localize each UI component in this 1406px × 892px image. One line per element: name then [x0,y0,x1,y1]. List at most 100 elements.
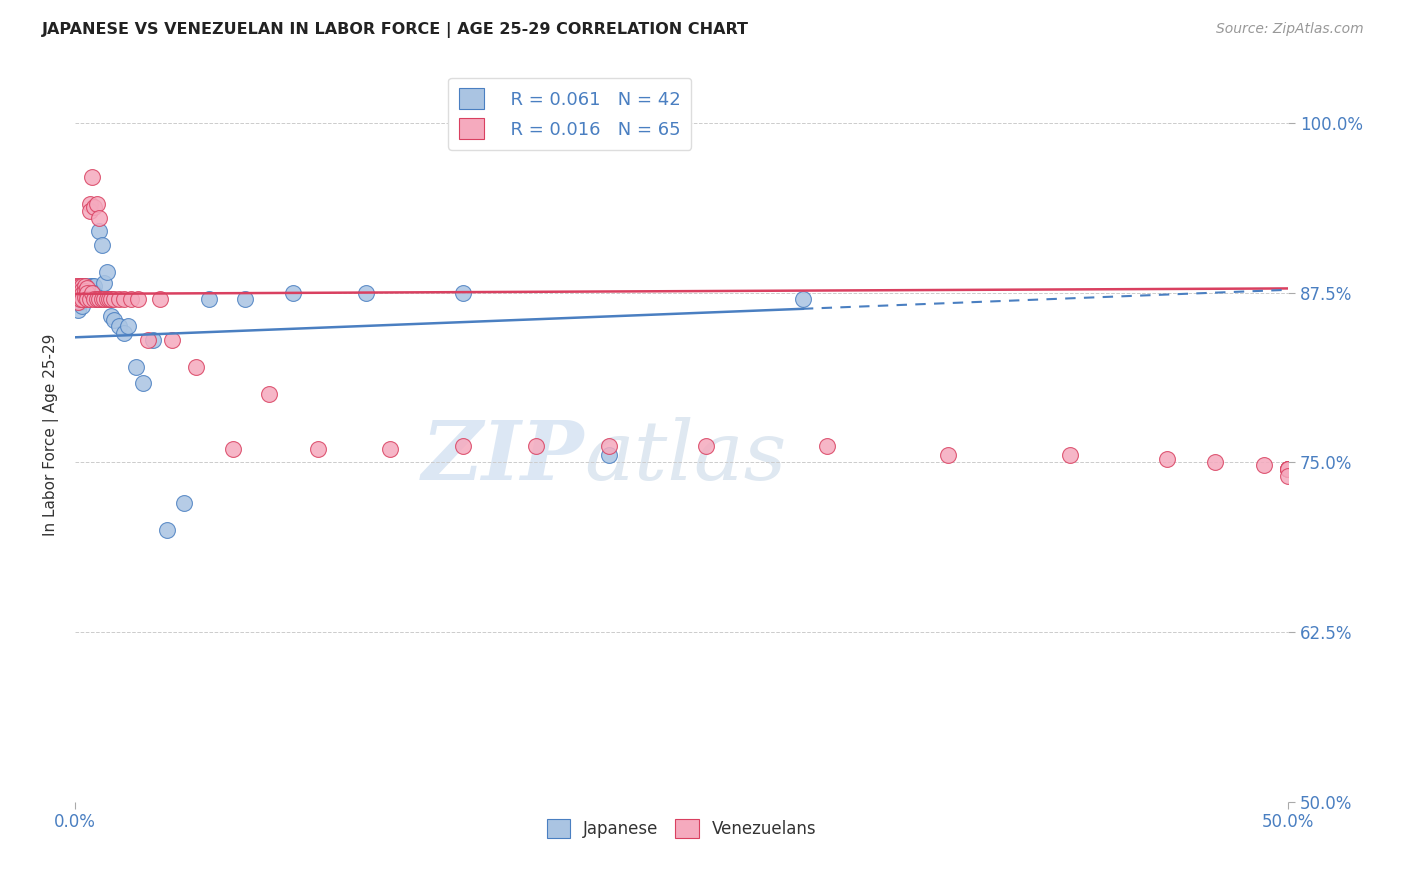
Point [598,449,620,463]
Point [76,285,98,300]
Point [598,439,620,453]
Point [1277,468,1299,483]
Point [125,360,148,375]
Point [66,285,89,300]
Point [103,293,125,307]
Point [76,281,98,295]
Point [98,293,121,307]
Point [86,293,108,307]
Point [89,293,111,307]
Point [69,278,91,293]
Point [80,285,103,300]
Point [76,293,98,307]
Point [222,442,245,456]
Point [72,281,94,295]
Point [100,293,122,307]
Point [80,278,103,293]
Point [120,293,142,307]
Point [112,293,135,307]
Point [73,289,96,303]
Point [96,293,118,307]
Point [83,293,105,307]
Point [63,285,86,300]
Point [73,278,96,293]
Y-axis label: In Labor Force | Age 25-29: In Labor Force | Age 25-29 [44,334,59,536]
Point [451,439,474,453]
Point [451,285,474,300]
Point [80,285,103,300]
Point [107,293,129,307]
Legend: Japanese, Venezuelans: Japanese, Venezuelans [540,812,824,845]
Point [66,278,89,293]
Text: JAPANESE VS VENEZUELAN IN LABOR FORCE | AGE 25-29 CORRELATION CHART: JAPANESE VS VENEZUELAN IN LABOR FORCE | … [42,22,749,38]
Point [73,278,96,293]
Point [156,523,179,537]
Point [73,285,96,300]
Point [86,293,108,307]
Point [1277,462,1299,476]
Point [93,276,115,290]
Point [1156,452,1178,467]
Point [79,278,101,293]
Point [83,278,105,293]
Point [100,309,122,323]
Point [69,293,91,307]
Point [149,293,172,307]
Text: ZIP: ZIP [422,417,585,497]
Point [938,449,960,463]
Point [257,387,280,401]
Point [80,170,103,185]
Point [380,442,402,456]
Point [117,319,139,334]
Text: Source: ZipAtlas.com: Source: ZipAtlas.com [1216,22,1364,37]
Point [66,303,89,318]
Point [1059,449,1081,463]
Point [79,293,101,307]
Point [66,295,89,310]
Point [160,333,183,347]
Point [69,285,91,300]
Point [89,224,111,238]
Point [76,285,98,300]
Point [83,200,105,214]
Point [695,439,717,453]
Point [1277,462,1299,476]
Point [233,293,256,307]
Point [90,238,112,252]
Point [173,496,195,510]
Point [69,295,91,310]
Point [79,285,101,300]
Point [66,281,89,295]
Point [354,285,377,300]
Point [69,278,91,293]
Point [83,285,105,300]
Point [72,278,94,293]
Point [1277,462,1299,476]
Point [90,293,112,307]
Point [197,293,219,307]
Point [1277,462,1299,476]
Point [112,326,135,341]
Text: atlas: atlas [585,417,787,497]
Point [792,293,814,307]
Point [72,299,94,313]
Point [815,439,838,453]
Point [89,211,111,225]
Point [69,288,91,302]
Point [69,284,91,298]
Point [1204,455,1226,469]
Point [127,293,149,307]
Point [79,197,101,211]
Point [63,278,86,293]
Point [66,285,89,300]
Point [89,293,111,307]
Point [63,293,86,307]
Point [93,293,115,307]
Point [86,197,108,211]
Point [132,376,155,391]
Point [72,293,94,307]
Point [66,289,89,303]
Point [1253,458,1275,472]
Point [136,333,159,347]
Point [72,286,94,301]
